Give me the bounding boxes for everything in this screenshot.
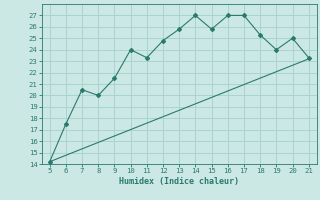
X-axis label: Humidex (Indice chaleur): Humidex (Indice chaleur)	[119, 177, 239, 186]
